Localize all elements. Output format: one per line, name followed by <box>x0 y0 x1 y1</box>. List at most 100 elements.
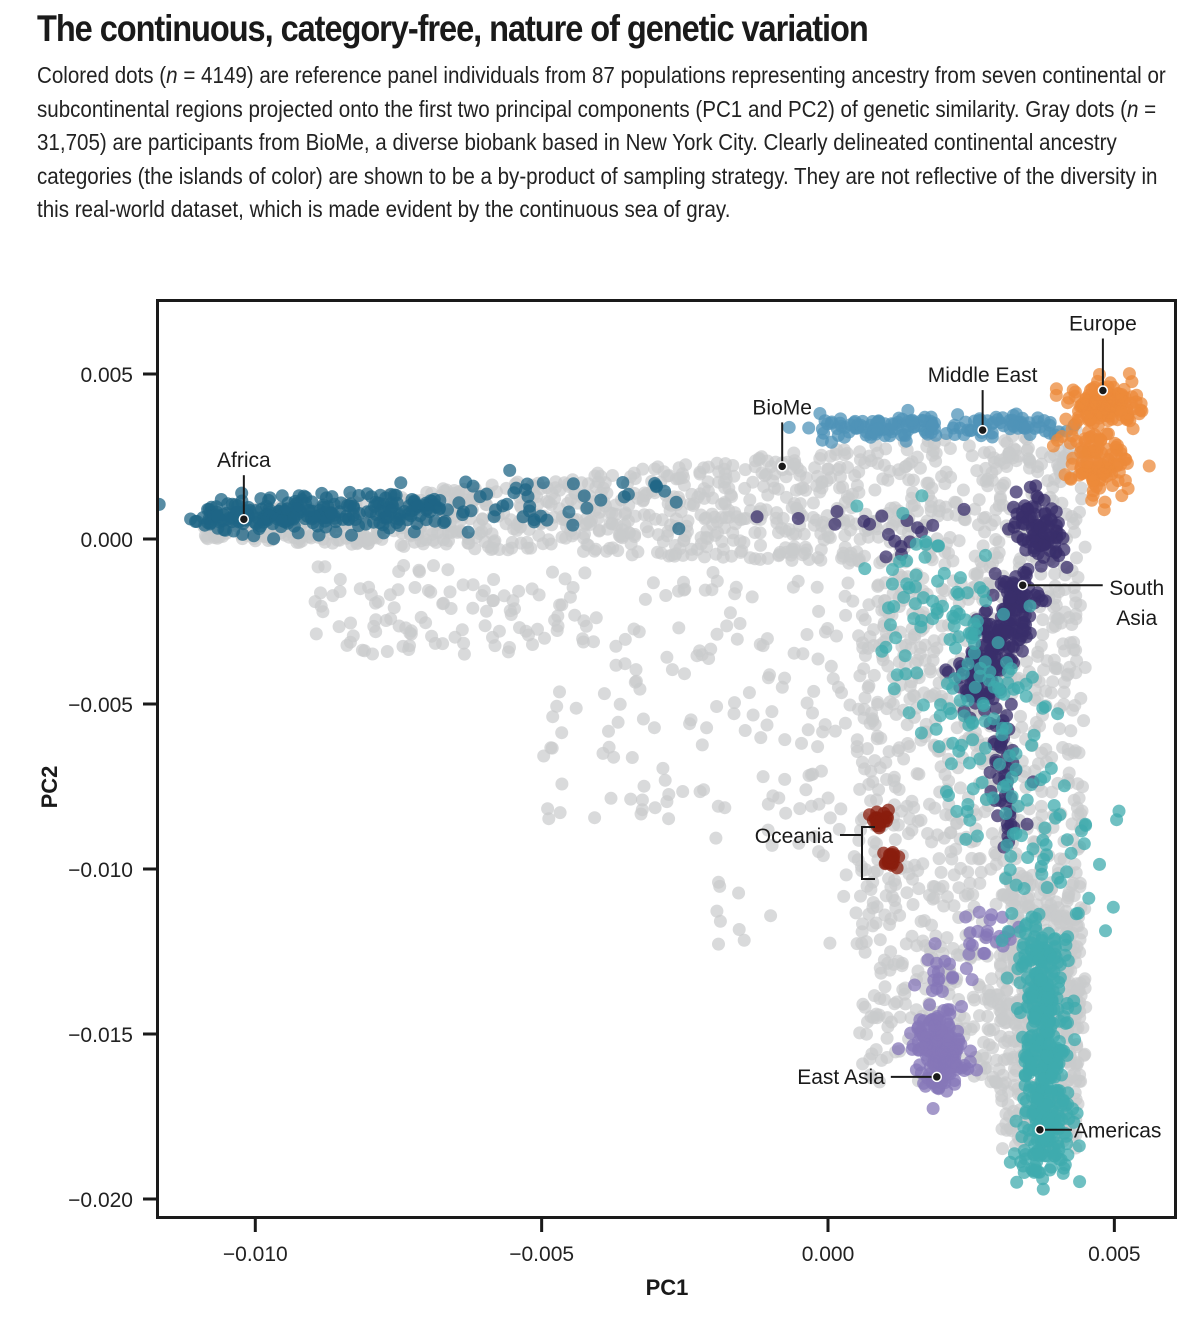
europe-point <box>1114 405 1128 419</box>
biome-point <box>526 638 539 651</box>
biome-point <box>676 548 690 562</box>
biome-point <box>979 510 992 524</box>
biome-point <box>672 621 686 635</box>
east-asia-point <box>923 998 937 1012</box>
biome-point <box>700 721 714 735</box>
biome-point <box>890 995 904 1009</box>
east-asia-marker <box>931 1071 943 1083</box>
biome-point <box>676 785 690 798</box>
biome-point <box>679 458 693 472</box>
biome-point <box>625 548 639 562</box>
americas-point <box>1029 1043 1043 1057</box>
americas-point <box>1001 924 1015 938</box>
biome-point <box>594 469 608 483</box>
africa-point <box>648 477 662 490</box>
biome-point <box>921 827 935 840</box>
biome-point <box>632 625 646 639</box>
africa-point <box>221 512 235 526</box>
biome-point <box>831 680 845 694</box>
biome-point <box>550 699 564 713</box>
biome-point <box>866 896 880 909</box>
middle-east-point <box>842 425 856 439</box>
south-asia-point <box>1027 541 1041 555</box>
biome-point <box>720 619 734 633</box>
biome-point <box>878 993 891 1007</box>
biome-point <box>1062 766 1076 780</box>
biome-point <box>443 585 457 599</box>
south-asia-point <box>1056 531 1070 545</box>
americas-point <box>995 934 1009 947</box>
biome-marker <box>776 461 788 472</box>
biome-point <box>709 831 723 845</box>
americas-point <box>1057 779 1071 793</box>
europe-point <box>1097 402 1111 416</box>
middle-east-point <box>1006 418 1020 432</box>
biome-point <box>548 481 562 495</box>
africa-point <box>411 499 425 513</box>
biome-point <box>910 450 924 464</box>
americas-point <box>1052 982 1066 996</box>
biome-point <box>546 710 560 724</box>
biome-point <box>1046 675 1060 689</box>
americas-point <box>997 687 1011 701</box>
middle-east-point <box>1033 420 1047 434</box>
biome-point <box>546 565 559 579</box>
biome-point <box>910 939 924 953</box>
americas-point <box>1015 829 1028 843</box>
americas-point <box>1000 838 1014 852</box>
americas-point <box>1038 700 1052 714</box>
biome-point <box>618 518 632 532</box>
biome-point <box>944 845 958 859</box>
biome-label: BioMe <box>752 396 812 419</box>
biome-point <box>563 590 577 604</box>
africa-point <box>231 499 245 513</box>
south-asia-point <box>993 739 1007 753</box>
biome-point <box>965 851 979 865</box>
biome-point <box>840 490 854 503</box>
biome-point <box>987 1023 1000 1037</box>
biome-point <box>873 933 887 947</box>
americas-point <box>968 637 981 650</box>
biome-point <box>413 565 426 579</box>
biome-point <box>1072 746 1086 760</box>
biome-point <box>1057 685 1071 699</box>
biome-point <box>880 702 894 716</box>
biome-point <box>1000 1123 1014 1137</box>
middle-east-point <box>948 418 961 432</box>
biome-point <box>839 608 853 622</box>
americas-point <box>1037 852 1050 866</box>
x-tick-label: 0.005 <box>1088 1243 1141 1266</box>
biome-point <box>695 738 709 752</box>
biome-point <box>704 642 718 656</box>
africa-point <box>509 481 523 495</box>
biome-point <box>983 997 997 1011</box>
x-tick-label: −0.005 <box>509 1243 574 1266</box>
biome-point <box>1058 644 1072 658</box>
biome-point <box>758 469 772 483</box>
east-asia-point <box>959 962 973 975</box>
biome-point <box>974 865 988 879</box>
biome-point <box>967 1020 981 1034</box>
biome-point <box>900 860 914 874</box>
biome-point <box>850 733 864 747</box>
biome-point <box>812 604 826 618</box>
africa-point <box>345 528 358 542</box>
south-asia-point <box>1002 522 1015 536</box>
south-asia-point <box>1010 507 1024 521</box>
east-asia-point <box>941 1039 955 1053</box>
x-axis: −0.010 −0.005 0.000 0.005 <box>223 1218 1141 1266</box>
africa-point <box>275 489 289 503</box>
biome-point <box>710 627 724 641</box>
americas-point <box>950 604 963 618</box>
biome-point <box>678 667 691 681</box>
africa-point <box>616 476 630 489</box>
americas-point <box>973 752 987 766</box>
biome-point <box>992 535 1006 549</box>
americas-point <box>926 594 939 608</box>
africa-point <box>211 510 225 524</box>
east-asia-point <box>963 937 977 951</box>
south-asia-point <box>1000 625 1014 639</box>
africa-point <box>329 525 343 539</box>
americas-point <box>919 538 933 552</box>
biome-point <box>954 861 968 875</box>
